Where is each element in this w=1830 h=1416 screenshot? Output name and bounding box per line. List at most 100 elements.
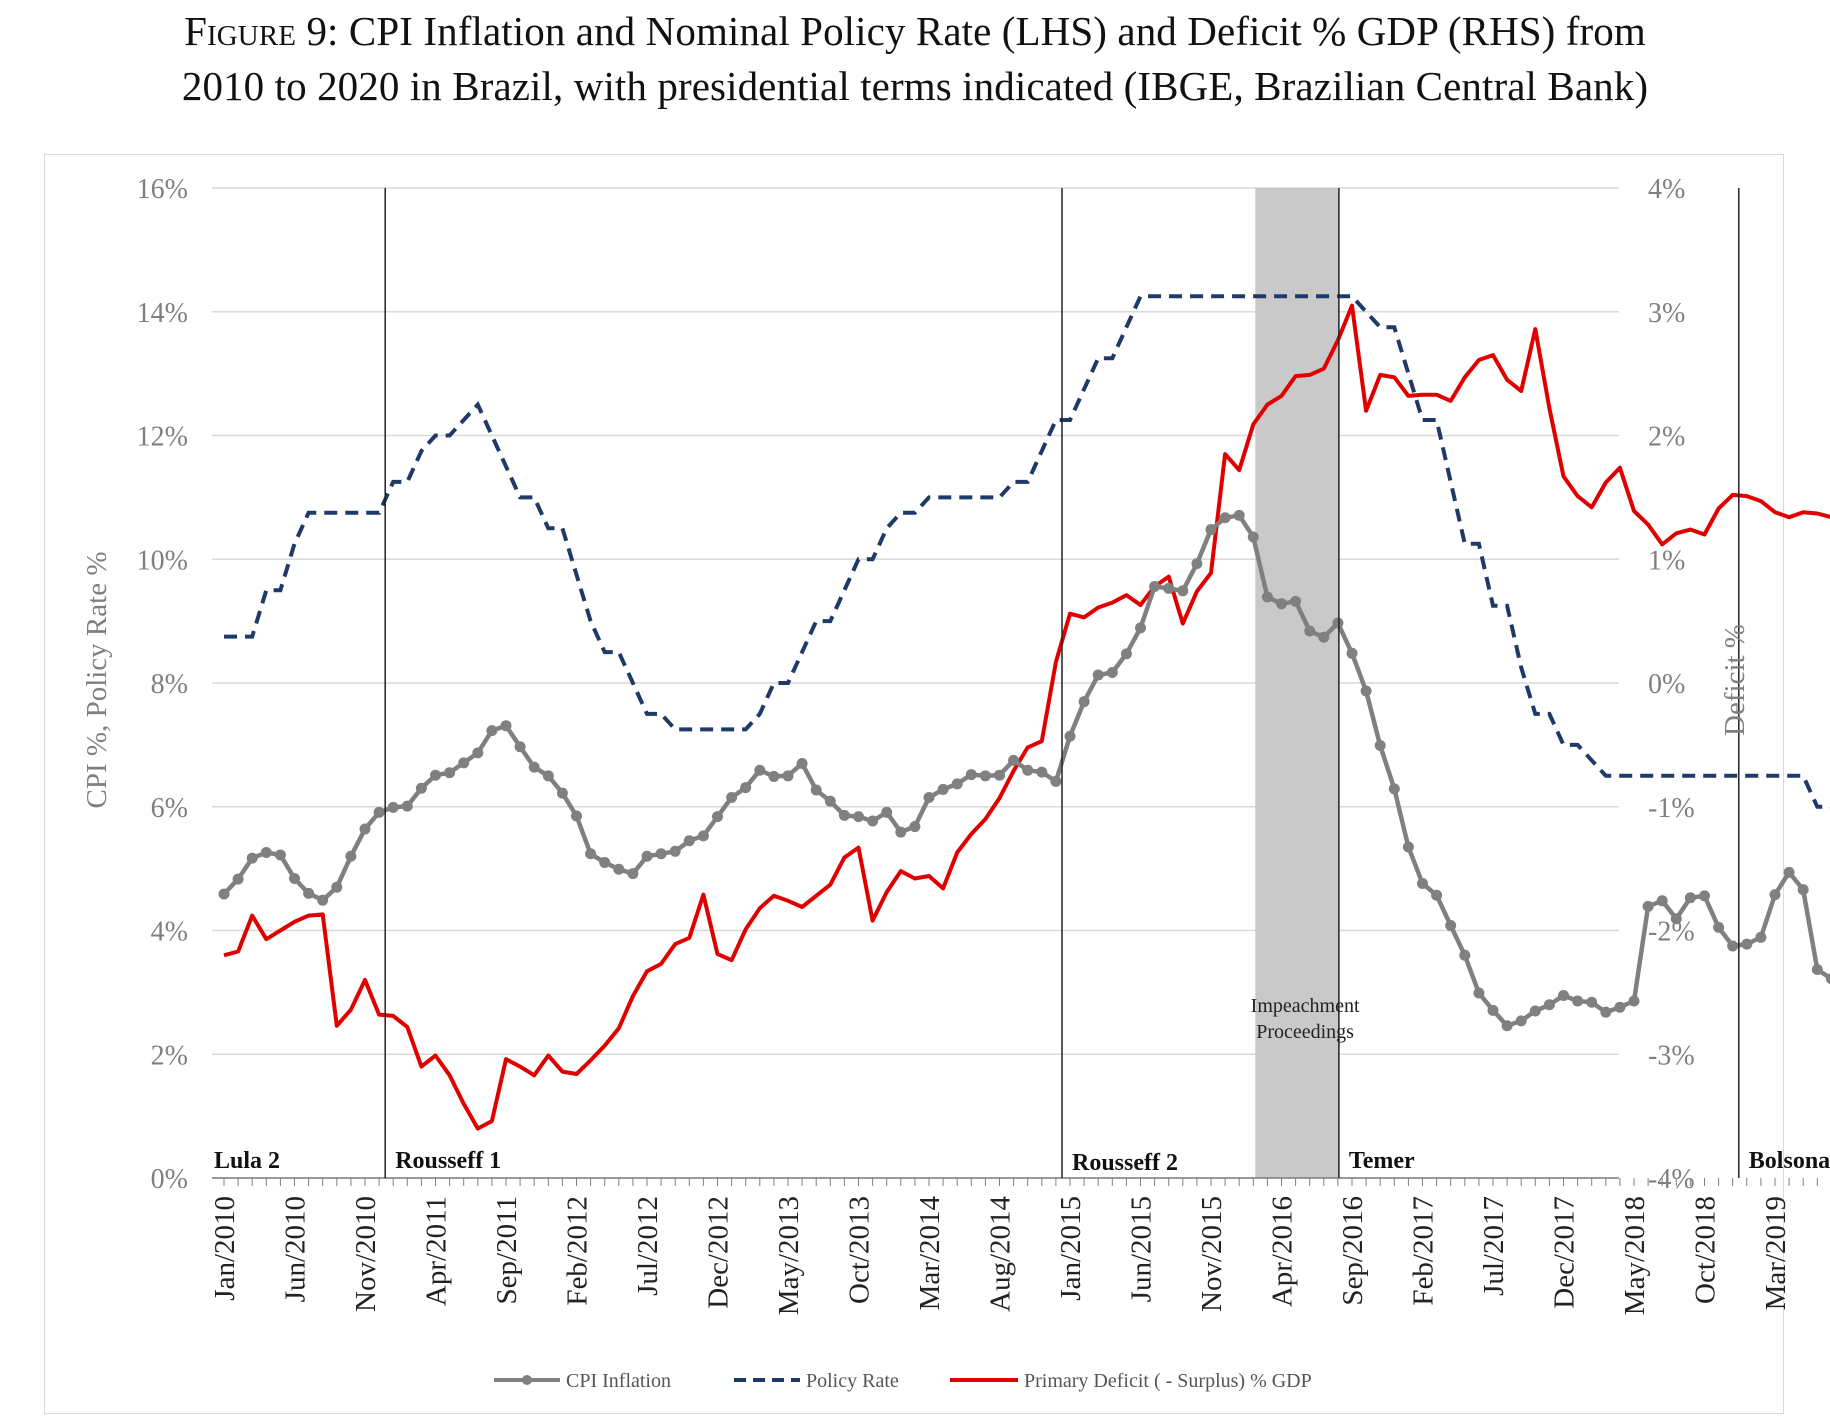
- cpi-point: [218, 888, 230, 900]
- cpi-point: [1120, 648, 1132, 660]
- impeachment-band: [1255, 188, 1339, 1178]
- left-axis-ticks: 0% 2% 4% 6% 8% 10% 12% 14% 16%: [137, 174, 188, 1195]
- left-tick-label: 8%: [151, 669, 188, 700]
- cpi-point: [1769, 889, 1781, 901]
- cpi-point: [232, 873, 244, 885]
- cpi-point: [289, 873, 300, 885]
- cpi-point: [1825, 973, 1830, 985]
- cpi-point: [1755, 931, 1767, 943]
- cpi-point: [1811, 963, 1823, 975]
- x-tick-label: Nov/2010: [350, 1196, 382, 1312]
- axis-labels: CPI %, Policy Rate % Deficit %: [81, 552, 1751, 809]
- x-tick-label: May/2018: [1619, 1196, 1651, 1315]
- presidential-terms: Lula 2 Rousseff 1 Rousseff 2 Temer Bolsonaro: [214, 188, 1830, 1178]
- left-tick-label: 16%: [137, 174, 188, 205]
- cpi-point: [726, 791, 738, 803]
- cpi-point: [1092, 669, 1104, 681]
- cpi-point: [1572, 995, 1584, 1007]
- cpi-point: [1346, 647, 1358, 659]
- gridlines: [212, 187, 1619, 1179]
- x-tick-label: Jul/2012: [632, 1196, 664, 1296]
- cpi-point: [1318, 631, 1330, 643]
- x-tick-label: Jan/2015: [1055, 1196, 1087, 1301]
- cpi-point: [430, 769, 441, 781]
- cpi-point: [260, 847, 272, 859]
- x-tick-label: Jan/2010: [209, 1196, 241, 1301]
- left-tick-label: 6%: [151, 793, 188, 824]
- deficit-line: [223, 303, 1830, 1131]
- cpi-point: [373, 806, 385, 818]
- policy-rate-line: [224, 294, 1830, 809]
- left-tick-label: 0%: [151, 1164, 188, 1195]
- chart-frame: [44, 154, 1784, 1414]
- right-axis-title: Deficit %: [1719, 624, 1751, 736]
- cpi-point: [1431, 889, 1443, 901]
- x-tick-label: May/2013: [773, 1196, 805, 1315]
- cpi-point: [1402, 841, 1414, 853]
- cpi-point: [387, 801, 399, 813]
- right-tick-label: 4%: [1648, 174, 1685, 205]
- x-tick-label: Jul/2017: [1478, 1196, 1510, 1296]
- cpi-point: [1501, 1020, 1513, 1032]
- cpi-point: [1008, 754, 1020, 766]
- cpi-point: [979, 770, 991, 782]
- cpi-point: [1783, 866, 1795, 878]
- cpi-point: [1614, 1001, 1626, 1013]
- cpi-point: [824, 795, 836, 807]
- cpi-point: [458, 757, 470, 769]
- cpi-point: [1332, 617, 1344, 629]
- cpi-point: [1656, 895, 1668, 907]
- cpi-point: [514, 741, 526, 753]
- cpi-point: [768, 770, 780, 782]
- cpi-point: [1205, 524, 1217, 536]
- left-tick-label: 12%: [137, 422, 188, 453]
- term-label: Rousseff 1: [395, 1148, 501, 1174]
- cpi-point: [1558, 989, 1569, 1001]
- cpi-point: [1304, 625, 1316, 637]
- cpi-point: [627, 868, 639, 880]
- cpi-point: [246, 852, 258, 864]
- cpi-point: [1445, 920, 1457, 932]
- cpi-point: [585, 848, 597, 860]
- right-tick-label: 2%: [1648, 422, 1685, 453]
- cpi-point: [472, 747, 484, 759]
- cpi-point: [1233, 509, 1245, 521]
- cpi-point: [1247, 531, 1259, 543]
- impeachment-shading: Impeachment Proceedings: [1251, 188, 1360, 1178]
- cpi-point: [641, 850, 653, 862]
- left-tick-label: 4%: [151, 917, 188, 948]
- x-tick-label: Sep/2016: [1337, 1196, 1369, 1306]
- x-tick-label: Dec/2017: [1549, 1196, 1581, 1309]
- cpi-point: [1515, 1015, 1527, 1027]
- cpi-point: [1149, 580, 1161, 592]
- cpi-point: [556, 787, 568, 799]
- cpi-point: [796, 757, 808, 769]
- cpi-point: [1261, 591, 1273, 603]
- figure-label: Figure 9:: [184, 8, 339, 54]
- x-tick-label: Apr/2016: [1267, 1196, 1299, 1307]
- cpi-point: [1388, 783, 1400, 795]
- cpi-point: [951, 778, 963, 790]
- cpi-point: [1628, 995, 1640, 1007]
- x-tick-label: Oct/2018: [1690, 1196, 1722, 1304]
- cpi-point: [542, 770, 554, 782]
- right-axis-ticks: -4% -3% -2% -1% 0% 1% 2% 3% 4%: [1648, 174, 1695, 1195]
- impeachment-label: Impeachment: [1251, 995, 1360, 1017]
- cpi-point: [331, 881, 343, 893]
- cpi-point: [1078, 696, 1090, 708]
- x-axis: Jan/2010 Jun/2010 Nov/2010 Apr/2011 Sep/2011…: [209, 1177, 1818, 1315]
- cpi-point: [1191, 558, 1203, 570]
- x-tick-label: Feb/2012: [562, 1196, 594, 1306]
- left-tick-label: 2%: [151, 1040, 188, 1071]
- legend-deficit-label: Primary Deficit ( - Surplus) % GDP: [1024, 1370, 1312, 1392]
- x-tick-label: Feb/2017: [1408, 1196, 1440, 1306]
- cpi-point: [444, 767, 456, 779]
- legend-policy-label: Policy Rate: [806, 1370, 899, 1392]
- cpi-point: [655, 848, 667, 860]
- cpi-point: [1163, 582, 1175, 594]
- cpi-point: [853, 811, 864, 823]
- cpi-point: [1473, 987, 1485, 999]
- x-tick-label: Dec/2012: [703, 1196, 735, 1309]
- cpi-point: [1684, 892, 1696, 904]
